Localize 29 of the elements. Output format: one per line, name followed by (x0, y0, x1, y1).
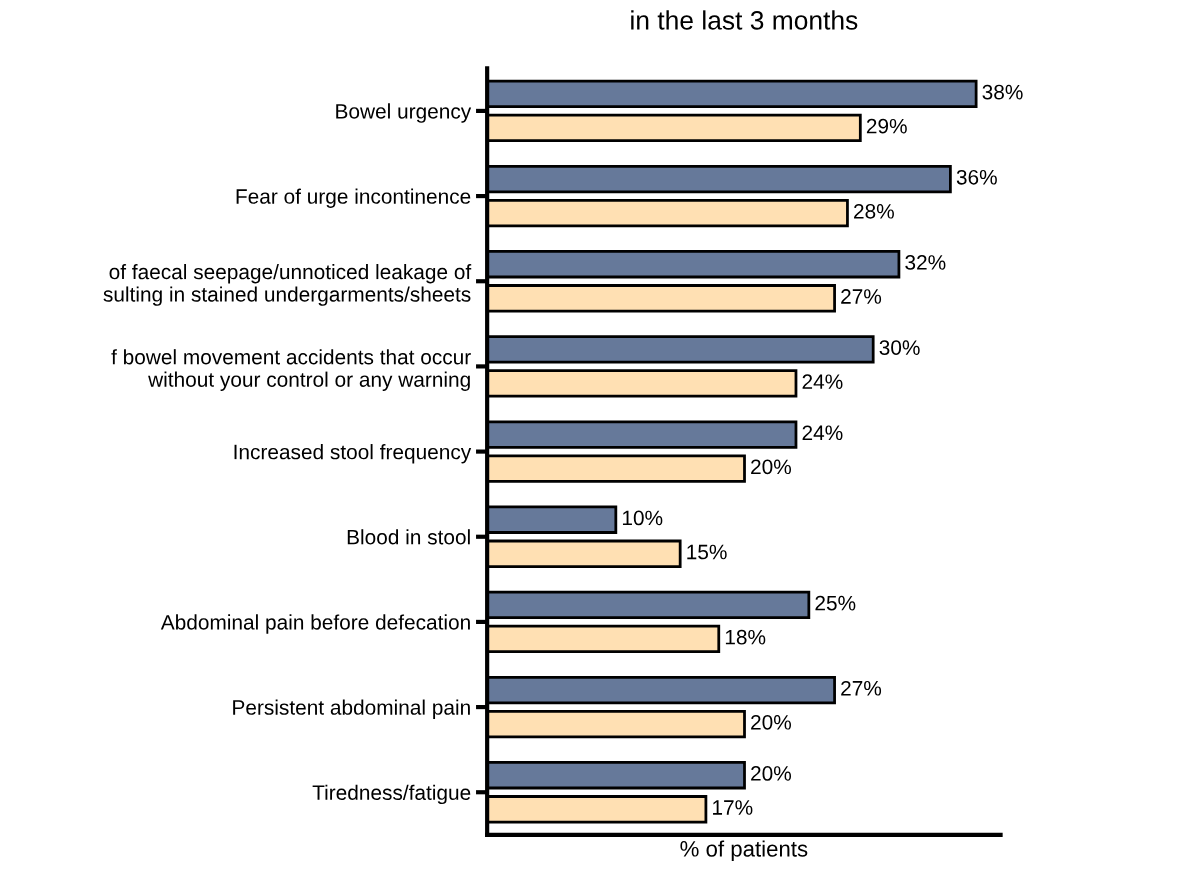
y-tick-label: Increased stool frequency (234, 444, 472, 464)
data-label: 10% (622, 510, 663, 526)
data-label: 18% (725, 629, 766, 645)
x-axis-title: % of patients (680, 840, 808, 862)
data-label: 32% (905, 255, 946, 270)
data-label: 20% (751, 459, 792, 475)
y-tick-label: Tiredness/fatigue (312, 784, 471, 805)
y-tick-label: Blood in stool (347, 529, 470, 545)
y-tick-label: Abdominal pain before defecation (160, 614, 470, 634)
y-tick-label: Fear of urge incontinence (236, 188, 471, 208)
data-label: 15% (687, 544, 727, 560)
chart-title: in the last 3 months (631, 10, 858, 30)
data-label: 36% (956, 169, 997, 185)
y-tick-label: Persistent abdominal pain (233, 699, 470, 719)
y-tick-label: f bowel movement accidents that occur without your control or any warning (111, 349, 471, 392)
data-label: 27% (841, 680, 882, 696)
y-tick-label: of faecal seepage/unnoticed leakage of sulting in stained undergarments/sheets (103, 263, 472, 306)
data-label: 20% (751, 766, 792, 781)
data-label: 28% (854, 203, 894, 219)
y-tick-label: Bowel urgency (336, 103, 472, 123)
data-label: 24% (802, 374, 843, 389)
data-label: 30% (879, 340, 920, 355)
data-label: 27% (841, 289, 882, 304)
data-label: 25% (815, 595, 856, 611)
data-label: 38% (982, 84, 1023, 100)
data-label: 17% (713, 800, 753, 815)
data-label: 20% (751, 714, 792, 730)
data-label: 29% (866, 118, 907, 134)
data-label: 24% (802, 425, 843, 441)
